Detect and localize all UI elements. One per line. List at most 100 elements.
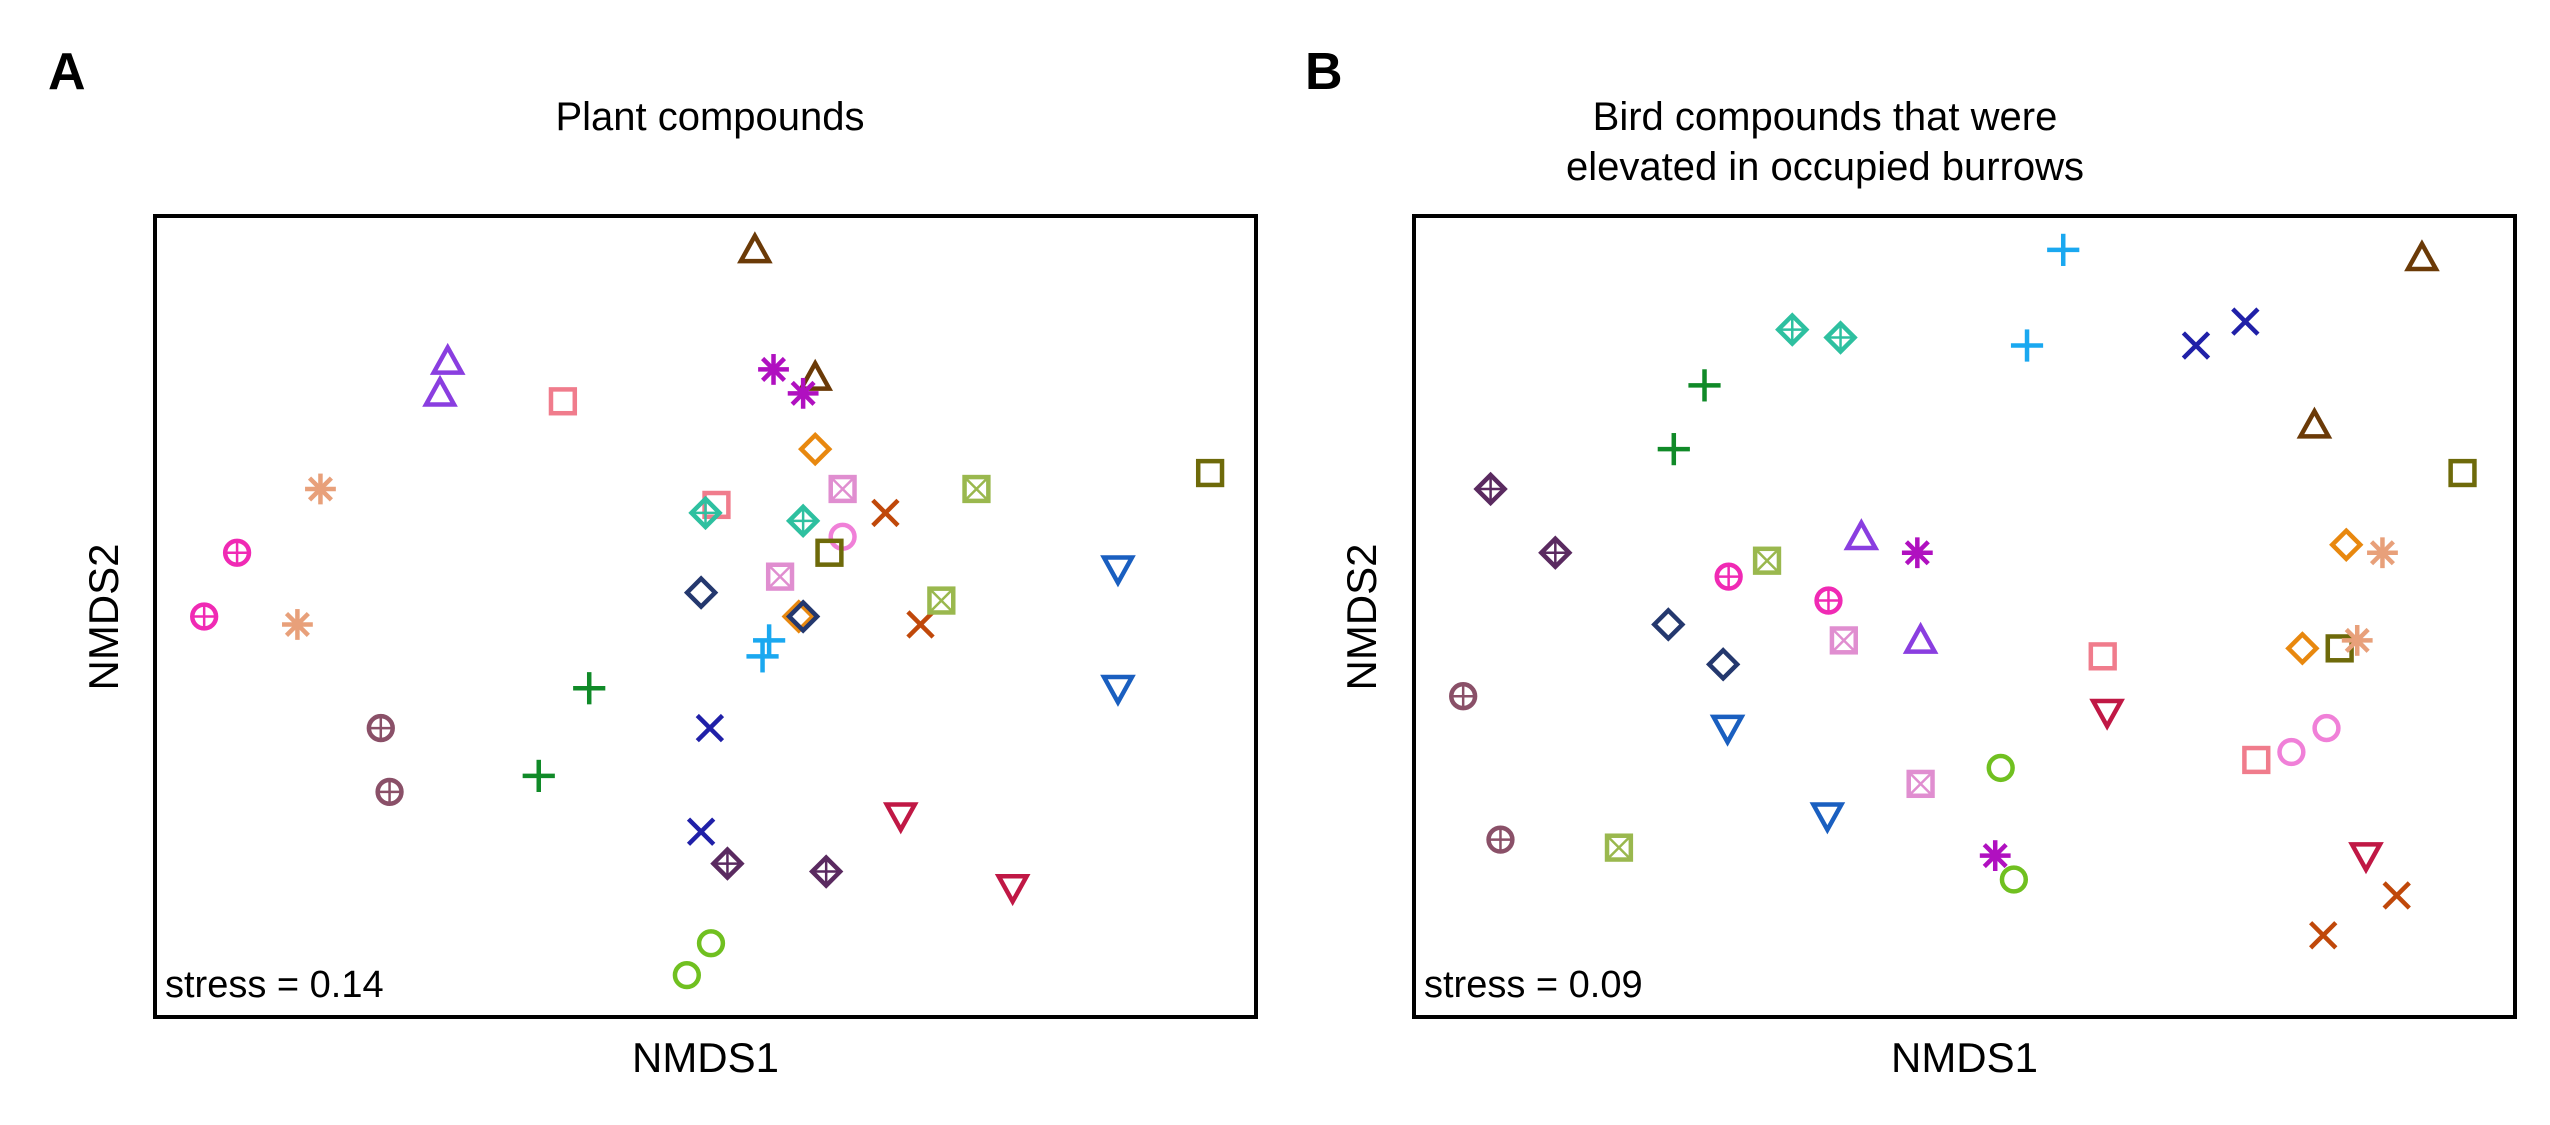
- scatter-point-plus: [1657, 433, 1690, 466]
- scatter-point-square: [548, 387, 578, 416]
- scatter-point-circle-plus: [1449, 682, 1478, 711]
- plot-title-a: Plant compounds: [155, 92, 1265, 142]
- scatter-point-triangle-up: [2296, 406, 2333, 439]
- panel-letter-b: B: [1305, 43, 1343, 101]
- scatter-point-triangle-down: [1709, 714, 1746, 747]
- scatter-point-diamond-plus: [1823, 320, 1858, 355]
- scatter-point-plus: [746, 640, 779, 673]
- scatter-point-diamond-plus: [808, 854, 844, 889]
- scatter-point-circle: [672, 961, 702, 990]
- scatter-point-triangle-down: [1809, 802, 1846, 835]
- y-axis-label-b: NMDS2: [1338, 543, 1385, 691]
- scatter-point-diamond: [1651, 607, 1686, 642]
- scatter-point-plus: [573, 672, 606, 705]
- scatter-point-x: [906, 610, 935, 639]
- scatter-point-triangle-down: [882, 802, 919, 835]
- scatter-point-asterisk: [282, 609, 313, 640]
- scatter-point-square-x: [1829, 626, 1858, 655]
- scatter-point-diamond: [2329, 527, 2364, 562]
- plot-title-b: Bird compounds that were elevated in occ…: [1565, 92, 2085, 192]
- scatter-point-diamond-plus: [1775, 312, 1810, 347]
- x-axis-label-a: NMDS1: [631, 1034, 780, 1081]
- scatter-point-triangle-up: [737, 231, 773, 264]
- scatter-point-plus: [2010, 329, 2044, 362]
- plot-title-line: elevated in occupied burrows: [1565, 145, 2085, 189]
- scatter-point-diamond-plus: [1473, 471, 1508, 507]
- scatter-point-asterisk: [2341, 625, 2373, 656]
- scatter-point-triangle-down: [994, 874, 1031, 907]
- panel-b: B Bird compounds that were elevated in o…: [1270, 0, 2550, 1125]
- scatter-point-circle-plus: [1714, 562, 1743, 591]
- scatter-point-diamond: [1705, 647, 1741, 682]
- scatter-point-square-x: [1752, 546, 1782, 575]
- scatter-point-asterisk: [758, 354, 789, 385]
- scatter-point-square-x: [1604, 833, 1634, 862]
- scatter-point-asterisk: [2367, 537, 2398, 569]
- scatter-point-x: [2181, 331, 2211, 360]
- scatter-plot-b: [1449, 233, 2477, 950]
- scatter-point-square-x: [828, 474, 857, 504]
- scatter-point-plus: [753, 624, 786, 657]
- scatter-point-circle-plus: [190, 602, 219, 631]
- scatter-point-circle: [696, 929, 726, 958]
- scatter-point-plus: [2047, 233, 2080, 266]
- scatter-point-triangle-down: [1100, 555, 1136, 588]
- x-axis-label-b: NMDS1: [1890, 1034, 2039, 1081]
- scatter-point-diamond: [798, 431, 833, 467]
- scatter-point-asterisk: [787, 377, 819, 409]
- scatter-point-circle-plus: [375, 777, 404, 806]
- scatter-point-circle: [1986, 753, 2015, 783]
- plot-area-a: stress = 0.14: [153, 214, 1258, 1019]
- scatter-point-circle: [2277, 737, 2306, 767]
- scatter-point-diamond: [683, 575, 719, 610]
- stress-annotation-a: stress = 0.14: [165, 964, 384, 1006]
- scatter-point-triangle-up: [429, 342, 466, 375]
- scatter-point-circle-plus: [222, 538, 252, 567]
- panel-a: A Plant compounds stress = 0.14 NMDS1 NM…: [0, 0, 1270, 1125]
- scatter-point-square: [1195, 458, 1225, 488]
- scatter-point-x: [2382, 881, 2411, 910]
- scatter-point-plus: [1688, 369, 1721, 402]
- scatter-point-triangle-down: [2348, 842, 2384, 875]
- scatter-point-x: [2309, 921, 2338, 950]
- scatter-point-square-x: [927, 586, 956, 615]
- scatter-point-plus: [522, 759, 555, 792]
- scatter-point-asterisk: [305, 473, 336, 505]
- scatter-point-square-x: [962, 474, 991, 504]
- scatter-point-square: [815, 538, 844, 567]
- scatter-point-x: [695, 713, 725, 743]
- scatter-point-asterisk: [1901, 537, 1933, 569]
- scatter-point-x: [871, 498, 900, 528]
- scatter-point-diamond: [781, 599, 816, 634]
- scatter-point-diamond-plus: [688, 495, 723, 531]
- scatter-point-triangle-up: [1902, 621, 1939, 654]
- scatter-point-circle: [2312, 713, 2341, 743]
- scatter-point-triangle-up: [797, 358, 834, 391]
- scatter-point-diamond-plus: [710, 846, 745, 881]
- scatter-point-x: [2231, 307, 2260, 336]
- scatter-point-triangle-down: [2089, 698, 2125, 731]
- scatter-point-diamond-plus: [1538, 535, 1573, 570]
- scatter-point-diamond: [785, 599, 821, 634]
- scatter-point-diamond: [2285, 631, 2320, 666]
- scatter-point-triangle-down: [1100, 674, 1136, 707]
- scatter-point-square-x: [1906, 769, 1935, 799]
- scatter-point-square-x: [765, 562, 795, 591]
- scatter-point-x: [686, 817, 716, 846]
- plot-area-b: stress = 0.09: [1412, 214, 2517, 1019]
- scatter-point-circle-plus: [366, 713, 395, 743]
- plot-title-line: Bird compounds that were: [1592, 95, 2058, 139]
- scatter-point-square: [2242, 745, 2271, 775]
- scatter-point-square: [2448, 458, 2477, 488]
- scatter-point-triangle-up: [1843, 518, 1880, 551]
- scatter-point-asterisk: [1979, 840, 2011, 871]
- scatter-point-circle-plus: [1814, 586, 1843, 615]
- stress-annotation-b: stress = 0.09: [1424, 964, 1643, 1006]
- y-axis-label-a: NMDS2: [80, 543, 127, 691]
- scatter-point-circle: [1999, 865, 2029, 894]
- scatter-point-triangle-up: [2404, 239, 2440, 272]
- scatter-point-square: [2088, 642, 2117, 671]
- scatter-point-diamond-plus: [785, 503, 821, 539]
- panel-letter-a: A: [48, 43, 86, 101]
- scatter-plot-a: [190, 231, 1225, 990]
